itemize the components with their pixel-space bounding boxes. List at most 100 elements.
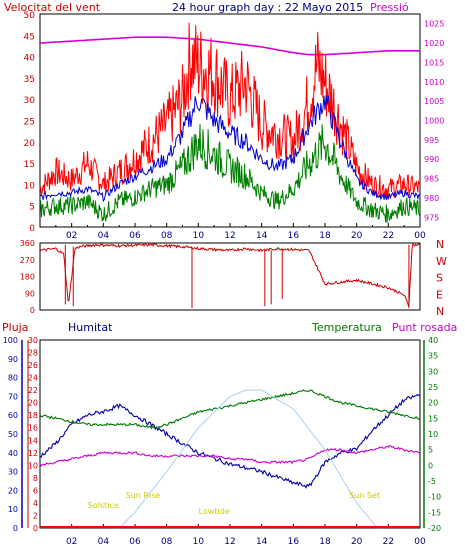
rain-tick-label: 6 (33, 486, 38, 495)
temperature-tick-label: 35 (428, 352, 438, 361)
rain-tick-label: 2 (33, 511, 38, 520)
pressure-tick-label: 985 (424, 175, 439, 184)
annotation-label: Solstice (88, 501, 119, 510)
annotation-label: Sun Rise (126, 491, 161, 500)
direction-tick-label: 270 (20, 256, 35, 265)
wind-speed-tick-label: 10 (24, 181, 36, 191)
annotation-label: Sun Set (349, 491, 380, 500)
series-line-humitat (39, 393, 421, 489)
dewpoint-axis-title: Punt rosada (392, 321, 457, 334)
wind-series (39, 22, 421, 223)
pressure-tick-label: 980 (424, 194, 439, 203)
temperature-tick-label: 25 (428, 383, 438, 392)
direction-tick-label: 0 (30, 306, 35, 315)
climate-time-tick-label: 00 (414, 537, 426, 547)
compass-label: W (436, 255, 447, 268)
rain-tick-label: 10 (28, 461, 38, 470)
climate-time-ticks: 02 04 06 08 10 12 14 16 18 20 22 00 (66, 537, 426, 547)
rain-axis-title: Pluja (2, 321, 28, 334)
series-line-ratxa (39, 22, 421, 199)
climate-time-tick-label: 06 (129, 537, 141, 547)
series-line-sol (118, 389, 378, 529)
temperature-tick-label: 20 (428, 399, 438, 408)
temperature-tick-label: 5 (428, 446, 433, 455)
temperature-axis-title: Temperatura (311, 321, 382, 334)
rain-tick-label: 16 (28, 424, 38, 433)
climate-time-tick-label: 12 (224, 537, 235, 547)
humidity-ticks: 0 10 20 30 40 50 60 70 80 90 100 (3, 336, 18, 533)
wind-speed-tick-label: 50 (24, 11, 36, 21)
humidity-axis-title: Humitat (68, 321, 113, 334)
temperature-tick-label: 15 (428, 414, 438, 423)
climate-time-tick-label: 22 (383, 537, 394, 547)
direction-tick-label: 90 (25, 289, 35, 298)
wind-speed-tick-label: 30 (24, 96, 36, 106)
series-line-punt-rosada (39, 444, 421, 467)
wind-speed-ticks: 0 5 10 15 20 25 30 35 40 45 50 (24, 11, 36, 234)
wind-time-tick-label: 14 (256, 231, 268, 241)
wind-time-tick-label: 22 (383, 231, 394, 241)
rain-tick-label: 18 (28, 411, 38, 420)
humidity-tick-label: 70 (8, 392, 18, 401)
humidity-tick-label: 50 (8, 430, 18, 439)
direction-chart-frame (39, 242, 421, 311)
wind-speed-tick-label: 5 (29, 203, 35, 213)
wind-speed-tick-label: 25 (24, 118, 35, 128)
humidity-tick-label: 40 (8, 449, 18, 458)
wind-time-tick-label: 08 (161, 231, 173, 241)
pressure-tick-label: 975 (424, 213, 439, 222)
humidity-tick-label: 60 (8, 411, 18, 420)
series-line-vent-mitj- (39, 95, 421, 203)
direction-tick-label: 360 (20, 239, 35, 248)
humidity-tick-label: 100 (3, 336, 18, 345)
compass-label: N (436, 305, 444, 318)
climate-time-tick-label: 18 (319, 537, 331, 547)
climate-chart: Pluja Humitat Temperatura Punt rosada 0 1… (2, 321, 457, 547)
wind-time-tick-label: 10 (193, 231, 205, 241)
compass-label: S (436, 272, 443, 285)
humidity-tick-label: 80 (8, 374, 18, 383)
rain-tick-label: 28 (28, 349, 38, 358)
temperature-tick-label: -5 (428, 477, 436, 486)
temperature-tick-label: -10 (428, 493, 441, 502)
annotations: Solstice Sun Rise Lowtide Sun Set (40, 491, 420, 528)
rain-tick-label: 4 (33, 499, 38, 508)
wind-time-tick-label: 06 (129, 231, 141, 241)
rain-tick-label: 24 (28, 374, 38, 383)
series-line-direction (39, 242, 421, 308)
temperature-tick-label: 0 (428, 461, 433, 470)
pressure-tick-label: 1020 (424, 39, 444, 48)
annotation-label: Lowtide (199, 507, 230, 516)
rain-tick-label: 12 (28, 449, 38, 458)
wind-time-tick-label: 20 (351, 231, 363, 241)
climate-time-tick-label: 14 (256, 537, 268, 547)
wind-time-tick-label: 04 (98, 231, 110, 241)
temperature-tick-label: -15 (428, 508, 441, 517)
rain-tick-label: 0 (33, 524, 38, 533)
pressure-axis-title: Pressió (370, 1, 409, 14)
series-line-pressi- (39, 36, 420, 56)
humidity-tick-label: 10 (8, 505, 18, 514)
pressure-tick-label: 1010 (424, 78, 444, 87)
climate-series (39, 389, 421, 529)
pressure-ticks: 975 980 985 990 995 1000 1005 1010 1015 1020 1025 (424, 20, 444, 223)
wind-chart-title: 24 hour graph day : 22 Mayo 2015 (172, 1, 363, 14)
humidity-tick-label: 30 (8, 468, 18, 477)
wind-speed-tick-label: 15 (24, 160, 35, 170)
climate-time-tick-label: 20 (351, 537, 363, 547)
humidity-tick-label: 90 (8, 355, 18, 364)
climate-time-tick-label: 02 (66, 537, 77, 547)
wind-left-axis-title: Velocitat del vent (4, 1, 101, 14)
temperature-tick-label: 10 (428, 430, 438, 439)
climate-time-tick-label: 16 (288, 537, 300, 547)
compass-label: E (436, 288, 443, 301)
wind-time-tick-label: 12 (224, 231, 235, 241)
wind-time-tick-label: 18 (319, 231, 331, 241)
pressure-tick-label: 990 (424, 155, 439, 164)
temperature-ticks: -20 -15 -10 -5 0 5 10 15 20 25 30 35 40 (428, 336, 441, 533)
temperature-tick-label: 30 (428, 367, 438, 376)
wind-speed-tick-label: 20 (24, 139, 36, 149)
rain-tick-label: 8 (33, 474, 38, 483)
